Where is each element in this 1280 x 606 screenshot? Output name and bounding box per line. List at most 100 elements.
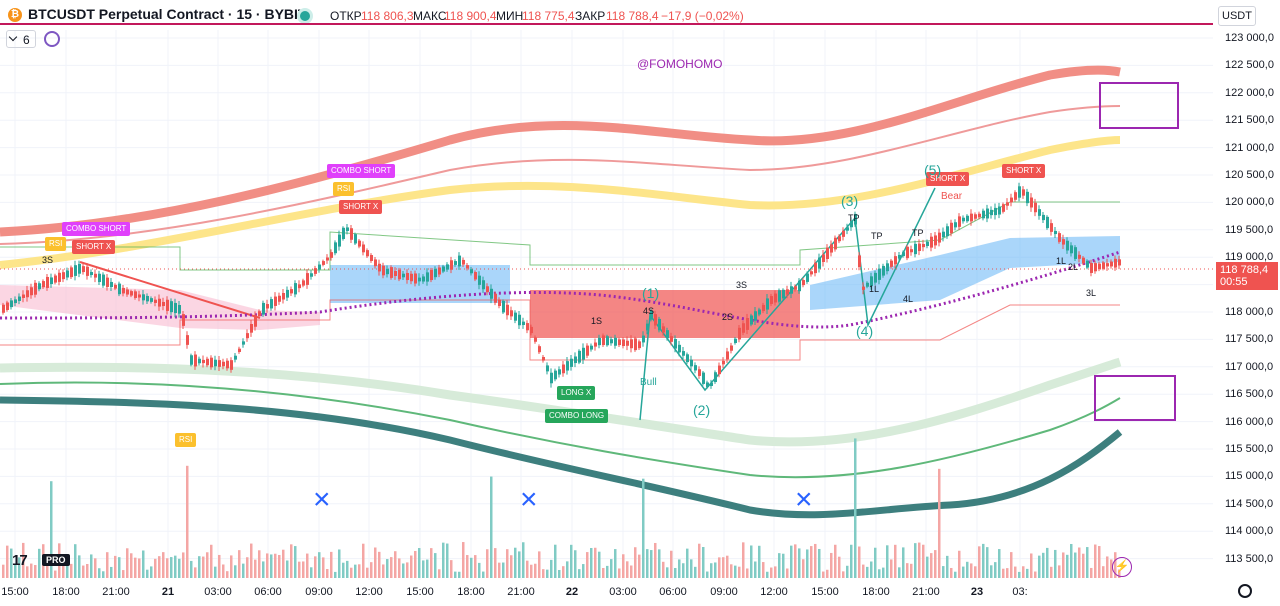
currency-selector[interactable]: USDT [1218, 6, 1256, 26]
price-axis[interactable]: 123 000,0 122 500,0 122 000,0 121 500,0 121 … [1213, 30, 1280, 580]
candle [646, 323, 649, 331]
candle [878, 268, 881, 280]
tp-marker: TP [912, 228, 924, 238]
volume-bar [190, 560, 193, 578]
candle [1034, 202, 1037, 213]
candle [726, 351, 729, 360]
candle [1078, 254, 1081, 259]
combo-short-tag: COMBO SHORT [62, 222, 131, 236]
candle [1114, 258, 1117, 268]
candle [234, 355, 237, 360]
volume-bar [322, 557, 325, 578]
candle [318, 264, 321, 270]
volume-bar [6, 545, 9, 578]
candle [1086, 260, 1089, 268]
candle [734, 338, 737, 344]
time-axis[interactable]: 15:00 18:00 21:00 21 03:00 06:00 09:00 12:00 15:… [0, 580, 1213, 606]
volume-bar [338, 549, 341, 578]
gear-icon[interactable] [1238, 584, 1252, 598]
candle [814, 262, 817, 274]
volume-bar [134, 557, 137, 578]
wave-5: (5) [924, 162, 942, 178]
candle [490, 288, 493, 299]
indicator-collapse-button[interactable]: 6 [6, 30, 36, 48]
candle [858, 255, 861, 267]
volume-bar [150, 566, 153, 578]
cross-marker-icon: × [795, 483, 813, 516]
volume-bar [554, 544, 557, 578]
candle [38, 283, 41, 290]
volume-bar [594, 547, 597, 578]
candle [422, 276, 425, 282]
volume-bar [914, 543, 917, 578]
volume-bar [538, 551, 541, 578]
symbol-title[interactable]: BTCUSDT Perpetual Contract · 15 · BYBIT [28, 6, 307, 22]
last-price-value: 118 788,4 [1220, 264, 1269, 276]
volume-bar [94, 558, 97, 578]
volume-bar [1018, 571, 1021, 578]
candle [974, 214, 977, 219]
lightning-icon[interactable]: ⚡ [1112, 557, 1132, 577]
volume-bar [142, 550, 145, 578]
volume-bar [334, 571, 337, 578]
candle [1118, 259, 1121, 266]
candle [1102, 262, 1105, 269]
candle [1070, 245, 1073, 254]
volume-bar [70, 563, 73, 578]
volume-bar [934, 550, 937, 578]
candle [986, 208, 989, 219]
candle [802, 280, 805, 286]
volume-bar [770, 567, 773, 578]
volume-bar [462, 542, 465, 578]
time-tick: 21:00 [912, 586, 940, 598]
volume-bar [238, 550, 241, 578]
volume-bar [550, 559, 553, 578]
candle [274, 296, 277, 306]
volume-bar [798, 548, 801, 578]
sync-icon[interactable] [44, 31, 60, 47]
volume-bar [1006, 568, 1009, 578]
candle [982, 210, 985, 219]
candle [458, 255, 461, 267]
candle [362, 244, 365, 253]
candle [806, 273, 809, 282]
time-tick: 09:00 [710, 586, 738, 598]
volume-bar [226, 571, 229, 578]
candle [462, 259, 465, 265]
volume-bars [2, 438, 1121, 578]
volume-bar [1038, 555, 1041, 578]
candle [638, 341, 641, 349]
candle [242, 341, 245, 345]
volume-bar [850, 544, 853, 578]
candles [2, 182, 1121, 389]
volume-bar [482, 571, 485, 578]
volume-bar [686, 548, 689, 578]
volume-bar [122, 570, 125, 578]
volume-bar [910, 563, 913, 578]
price-chart[interactable] [0, 0, 1213, 580]
tradingview-logo[interactable]: 17 PRO [12, 552, 72, 569]
volume-bar [774, 566, 777, 578]
volume-bar [258, 550, 261, 578]
short-x-tag: SHORT X [926, 172, 970, 186]
candle [58, 272, 61, 282]
time-tick: 21:00 [507, 586, 535, 598]
high-label: МАКС [413, 9, 447, 23]
time-tick: 21 [161, 586, 175, 598]
volume-bar [126, 548, 129, 578]
volume-bar [422, 560, 425, 578]
candle [338, 234, 341, 247]
volume-bar [866, 566, 869, 578]
candle [894, 256, 897, 265]
volume-bar [146, 569, 149, 578]
candle [278, 295, 281, 302]
candle [850, 220, 853, 228]
upper-yellow-band [0, 136, 1121, 269]
volume-bar [846, 565, 849, 578]
wave-1: (1) [642, 285, 660, 301]
candle [1018, 186, 1021, 198]
volume-bar [130, 553, 133, 578]
candle [482, 280, 485, 290]
volume-bar [178, 558, 181, 578]
volume-bar [114, 555, 117, 578]
